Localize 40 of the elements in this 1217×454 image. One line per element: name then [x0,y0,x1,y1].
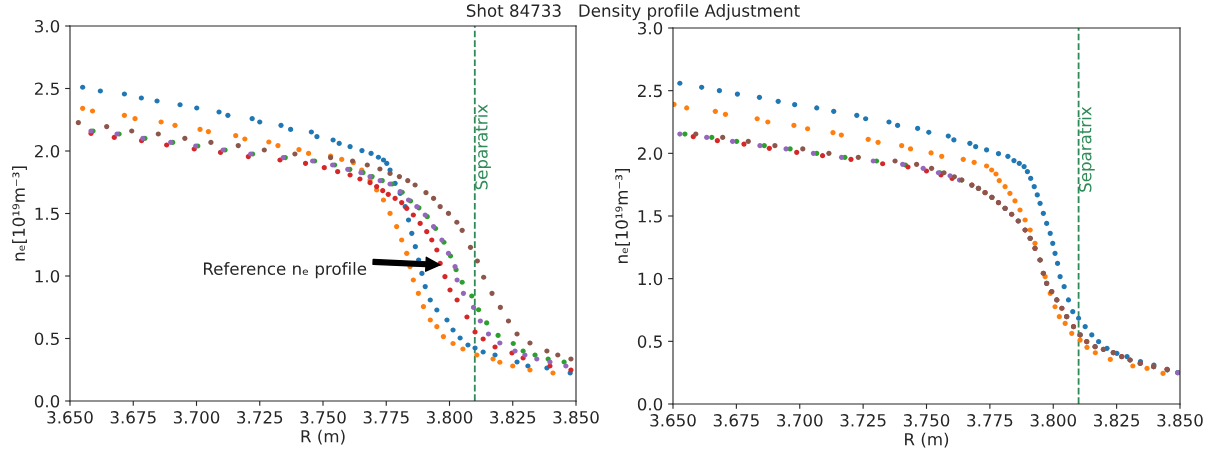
x-tick-label: 3.800 [1030,414,1076,427]
text: Shot 84733 Density profile Adjustment [466,4,800,21]
y-tick-label: 2.0 [637,147,663,160]
x-tick-label: 3.650 [47,411,93,424]
y-tick-label: 1.5 [638,210,662,223]
y-tick-label: 0.0 [637,397,663,411]
x-tick-label: 3.850 [553,411,599,424]
x-tick-label: 3.725 [237,411,283,424]
x-axis-title: R (m) [905,432,949,448]
x-tick-label: 3.700 [173,411,220,424]
ref-line-label: Separatrix [474,104,491,190]
annotation: Reference nₑ profile [203,262,367,279]
x-tick-label: 3.675 [110,411,156,424]
x-tick-label: 3.825 [490,411,536,424]
y-tick-label: 2.0 [34,144,60,158]
y-axis-title: nₑ[10¹⁹m⁻³] [615,169,630,263]
y-tick-label: 3.0 [35,19,60,33]
x-tick-label: 3.700 [777,414,823,427]
x-tick-label: 3.800 [426,411,473,424]
y-tick-label: 0.5 [34,332,59,346]
y-tick-label: 3.0 [638,21,663,35]
ref-line-label: Separatrix [1078,106,1095,192]
x-tick-label: 3.725 [840,414,886,427]
x-axis-title: R (m) [301,429,345,445]
y-tick-label: 1.0 [35,269,60,283]
x-tick-label: 3.750 [903,414,950,427]
x-tick-label: 3.675 [713,414,759,427]
y-tick-label: 0.0 [34,394,60,408]
x-tick-label: 3.825 [1094,414,1140,427]
y-tick-label: 1.5 [35,207,59,221]
x-tick-label: 3.750 [300,411,346,424]
x-tick-label: 3.850 [1157,414,1203,427]
y-tick-label: 2.5 [34,82,59,96]
y-tick-label: 2.5 [637,84,662,98]
y-axis-title: nₑ[10¹⁹m⁻³] [12,166,27,261]
x-tick-label: 3.650 [650,414,696,427]
x-tick-label: 3.775 [363,411,409,424]
y-tick-label: 1.0 [638,272,663,286]
x-tick-label: 3.775 [967,414,1013,427]
y-tick-label: 0.5 [637,335,662,348]
